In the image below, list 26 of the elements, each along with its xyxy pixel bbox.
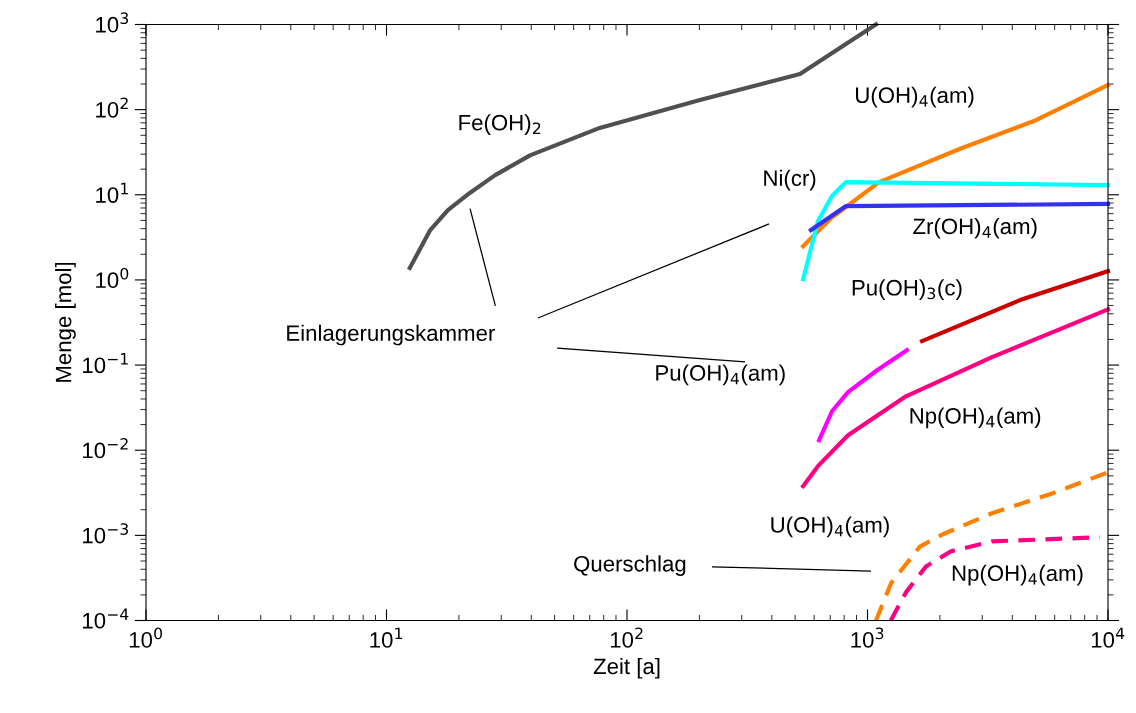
y-axis-title: Menge [mol] <box>55 262 76 382</box>
text: Pu(OH)$_{4}$(am) <box>656 364 785 386</box>
x-tick-label: 10$^{1}$ <box>370 627 403 648</box>
y-tick-label: 10$^{2}$ <box>96 97 128 118</box>
series-label: Zr(OH)$_{4}$(am) <box>913 217 1037 239</box>
x-axis-title: Zeit [a] <box>593 657 660 679</box>
series-label: U(OH)$_{4}$(am) <box>856 86 974 108</box>
series-label: Np(OH)$_{4}$(am) <box>910 407 1041 429</box>
annotation: Querschlag <box>574 555 686 577</box>
y-tick-label: 10$^{1}$ <box>96 182 128 203</box>
series-label: Pu(OH)$_{3}$(c) <box>852 279 962 300</box>
y-tick-label: 10$^{3}$ <box>96 12 129 33</box>
x-tick-label: 10$^{2}$ <box>610 627 643 648</box>
series-label: U(OH)$_{4}$(am) <box>771 516 889 538</box>
y-tick-label: 10$^{−1}$ <box>83 353 128 374</box>
x-tick-label: 10$^{4}$ <box>1091 627 1125 648</box>
x-tick-label: 10$^{3}$ <box>851 627 884 648</box>
x-tick-label: 10$^{0}$ <box>129 627 163 648</box>
series-label: Ni(cr) <box>764 169 816 191</box>
series-label: Fe(OH)$_{2}$ <box>459 114 541 135</box>
y-tick-label: 10$^{0}$ <box>96 267 129 289</box>
y-tick-label: 10$^{−2}$ <box>83 438 128 459</box>
y-tick-label: 10$^{−3}$ <box>83 523 128 544</box>
y-tick-label: 10$^{−4}$ <box>83 608 129 629</box>
series-label: Np(OH)$_{4}$(am) <box>952 564 1083 586</box>
annotation: Einlagerungskammer <box>287 324 495 346</box>
